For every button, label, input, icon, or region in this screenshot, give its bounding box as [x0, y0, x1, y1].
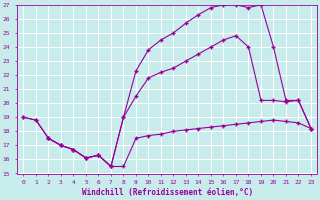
X-axis label: Windchill (Refroidissement éolien,°C): Windchill (Refroidissement éolien,°C)	[82, 188, 253, 197]
